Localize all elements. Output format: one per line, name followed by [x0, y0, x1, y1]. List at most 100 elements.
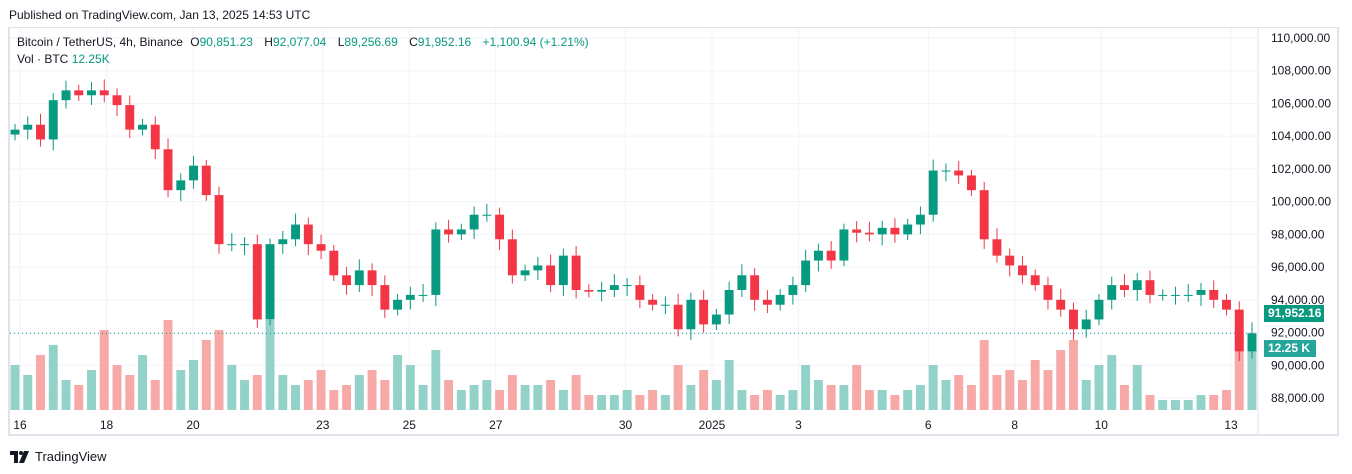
volume-bar	[788, 390, 798, 410]
volume-bar	[1094, 365, 1104, 410]
volume-bar	[1209, 395, 1219, 410]
candle-body	[201, 165, 211, 196]
volume-bar	[112, 365, 122, 410]
x-tick-label: 25	[403, 418, 417, 432]
volume-bar	[99, 330, 109, 410]
y-tick-label: 98,000.00	[1271, 227, 1325, 241]
x-tick-label: 16	[13, 418, 27, 432]
candle-body	[966, 175, 976, 191]
volume-bar	[686, 385, 696, 410]
volume-bar	[1234, 330, 1244, 410]
candle-body	[125, 105, 135, 130]
candle-body	[1247, 333, 1257, 352]
candle-body	[99, 90, 109, 96]
candle-body	[112, 95, 122, 106]
close-label: C	[409, 35, 418, 49]
volume-label[interactable]: Vol · BTC	[17, 52, 69, 66]
candle-body	[252, 244, 262, 320]
volume-bar	[252, 375, 262, 410]
volume-bar	[571, 375, 581, 410]
volume-bar	[1107, 355, 1117, 410]
volume-bar	[979, 340, 989, 410]
y-tick-label: 88,000.00	[1271, 391, 1325, 405]
volume-value: 12.25K	[71, 52, 110, 66]
y-tick-label: 90,000.00	[1271, 358, 1325, 372]
volume-bar	[1222, 390, 1231, 410]
candle-body	[1030, 275, 1040, 286]
candle-body	[1081, 319, 1091, 330]
volume-bar	[673, 365, 683, 410]
candle-body	[329, 250, 339, 276]
volume-bar	[1132, 365, 1142, 410]
volume-bar	[941, 380, 951, 410]
chart-frame	[8, 27, 1339, 436]
volume-bar	[469, 385, 479, 410]
volume-bar	[915, 385, 925, 410]
volume-bar	[316, 370, 326, 410]
volume-bar	[699, 370, 709, 410]
volume-bar	[1005, 370, 1015, 410]
candle-body	[597, 290, 607, 292]
volume-bar	[150, 380, 160, 410]
volume-bar	[176, 370, 186, 410]
y-tick-label: 100,000.00	[1271, 195, 1331, 209]
low-value: 89,256.69	[344, 35, 398, 49]
candle-body	[686, 299, 696, 330]
candle-body	[354, 270, 364, 286]
candle-body	[673, 304, 683, 330]
candle-body	[36, 124, 45, 140]
candle-body	[444, 229, 454, 235]
volume-bar	[61, 380, 71, 410]
candle-body	[1158, 294, 1168, 296]
volume-bar	[201, 340, 211, 410]
volume-bar	[456, 390, 466, 410]
candle-body	[1145, 280, 1155, 295]
candle-body	[1171, 294, 1180, 296]
volume-bar	[74, 385, 84, 410]
volume-bar	[329, 390, 339, 410]
candle-body	[456, 229, 466, 235]
volume-bar	[23, 375, 33, 410]
y-tick-label: 104,000.00	[1271, 129, 1331, 143]
candle-body	[342, 275, 352, 286]
x-tick-label: 2025	[699, 418, 726, 432]
candle-body	[801, 260, 811, 286]
volume-bar	[1043, 370, 1053, 410]
x-tick-label: 20	[186, 418, 200, 432]
candle-body	[520, 270, 530, 276]
volume-bar	[877, 390, 887, 410]
tradingview-logo[interactable]: TradingView	[10, 449, 107, 464]
open-label: O	[190, 35, 200, 49]
candle-body	[558, 255, 568, 286]
y-tick-label: 96,000.00	[1271, 260, 1325, 274]
candle-body	[1132, 280, 1142, 290]
volume-bar	[227, 365, 237, 410]
volume-bar	[1183, 400, 1193, 410]
candle-body	[214, 195, 224, 245]
candle-body	[699, 299, 709, 325]
volume-bar	[622, 390, 632, 410]
candle-body	[877, 227, 887, 235]
x-tick-label: 10	[1095, 418, 1109, 432]
candle-body	[1043, 285, 1053, 300]
volume-bar	[163, 320, 173, 410]
candle-body	[227, 244, 237, 246]
volume-bar	[737, 390, 747, 410]
volume-bar	[87, 370, 96, 410]
y-tick-label: 108,000.00	[1271, 64, 1331, 78]
candle-body	[74, 90, 84, 96]
volume-bar	[240, 380, 250, 410]
x-tick-label: 30	[619, 418, 633, 432]
candle-body	[979, 190, 989, 240]
candle-body	[23, 124, 33, 130]
symbol-title[interactable]: Bitcoin / TetherUS, 4h, Binance	[17, 35, 183, 49]
x-tick-label: 18	[100, 418, 114, 432]
volume-bar	[762, 390, 772, 410]
candle-body	[546, 265, 556, 286]
open-value: 90,851.23	[199, 35, 253, 49]
candle-body	[1222, 299, 1231, 310]
candle-body	[176, 180, 186, 191]
volume-bar	[393, 355, 403, 410]
volume-legend: Vol · BTC 12.25K	[17, 52, 110, 66]
